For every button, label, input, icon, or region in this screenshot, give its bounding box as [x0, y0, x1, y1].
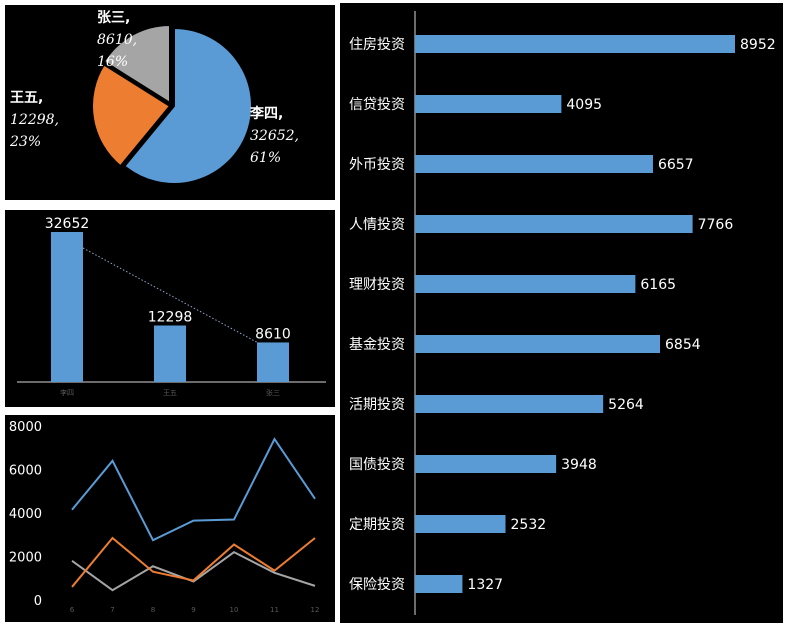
category-label: 住房投资 [349, 37, 405, 53]
category-label: 活期投资 [349, 397, 405, 413]
category-label: 基金投资 [349, 336, 405, 353]
pie-data-label: 王五, [10, 90, 43, 106]
line-chart-panel: 0 2000 4000 6000 8000 6 7 8 9 10 11 12 [5, 415, 335, 622]
pie-data-label: 张三, [97, 10, 130, 26]
x-tick-label: 9 [191, 606, 195, 614]
category-label: 定期投资 [349, 517, 405, 533]
category-label: 理财投资 [349, 277, 405, 293]
bar [415, 155, 653, 173]
pie-data-label: 32652, [250, 128, 299, 144]
bar [154, 325, 186, 382]
pie-data-label: 16% [97, 54, 128, 70]
bar [415, 275, 636, 293]
bar [415, 455, 557, 473]
bar-value-label: 3948 [561, 457, 597, 473]
bar-value-label: 6657 [658, 157, 694, 173]
x-tick-label: 11 [270, 606, 279, 614]
series-line [71, 536, 316, 588]
bar-value-label: 32652 [45, 216, 90, 232]
pie-data-label: 61% [250, 150, 281, 166]
pie-data-label: 23% [9, 134, 41, 150]
pie-chart: 李四, 32652, 61% 王五, 12298, 23% 张三, 8610, 16% [9, 10, 299, 185]
pie-slice [91, 63, 172, 168]
bar [51, 232, 83, 382]
bar [415, 335, 661, 353]
pie-chart-panel: 李四, 32652, 61% 王五, 12298, 23% 张三, 8610, 16% [5, 5, 335, 200]
category-label: 保险投资 [349, 577, 405, 593]
bar [415, 575, 463, 593]
y-tick-label: 0 [34, 594, 42, 609]
category-label: 信贷投资 [349, 97, 405, 113]
bar-value-label: 8610 [255, 326, 291, 342]
y-tick-label: 6000 [9, 464, 42, 479]
x-tick-label: 7 [110, 606, 114, 614]
category-label: 人情投资 [349, 217, 405, 233]
category-label: 国债投资 [349, 457, 405, 473]
bar-value-label: 1327 [467, 577, 503, 593]
bar [415, 215, 693, 233]
bar [257, 342, 289, 382]
bar [415, 515, 506, 533]
horizontal-bar-chart-panel: 住房投资 8952 信贷投资 4095 外币投资 6657 人情投资 7766 理财投资 6165… [340, 3, 783, 623]
bar-value-label: 4095 [566, 97, 602, 113]
x-tick-label: 6 [70, 606, 75, 614]
x-tick-label: 张三 [266, 388, 280, 397]
x-tick-label: 王五 [163, 389, 177, 397]
y-tick-label: 8000 [9, 420, 42, 435]
x-tick-label: 李四 [60, 388, 74, 397]
pie-slice [102, 23, 171, 105]
pie-data-label: 李四, [249, 105, 283, 122]
x-tick-label: 8 [151, 606, 155, 614]
pie-data-label: 8610, [97, 32, 137, 48]
bar [415, 35, 735, 53]
y-tick-label: 2000 [9, 551, 42, 566]
line-chart: 0 2000 4000 6000 8000 6 7 8 9 10 11 12 [9, 420, 320, 614]
horizontal-bar-chart: 住房投资 8952 信贷投资 4095 外币投资 6657 人情投资 7766 理财投资 6165… [349, 11, 776, 615]
series-line [71, 437, 316, 542]
x-tick-label: 12 [311, 606, 320, 614]
bar-value-label: 6165 [640, 277, 676, 293]
pie-data-label: 12298, [10, 112, 59, 128]
bar-value-label: 2532 [511, 517, 547, 533]
bar-value-label: 8952 [740, 37, 776, 53]
pie-slice [123, 26, 253, 185]
x-tick-label: 10 [230, 606, 239, 614]
trendline [82, 247, 262, 345]
category-label: 外币投资 [349, 157, 405, 173]
bar-value-label: 6854 [665, 337, 701, 353]
bar-value-label: 12298 [148, 310, 193, 326]
bar [415, 95, 562, 113]
bar-chart: 32652 李四 12298 王五 8610 张三 [17, 216, 326, 397]
bar-value-label: 5264 [608, 397, 644, 413]
y-tick-label: 4000 [9, 507, 42, 522]
series-line [71, 550, 316, 592]
bar [415, 395, 604, 413]
bar-chart-panel: 32652 李四 12298 王五 8610 张三 [5, 210, 335, 407]
bar-value-label: 7766 [698, 217, 734, 233]
